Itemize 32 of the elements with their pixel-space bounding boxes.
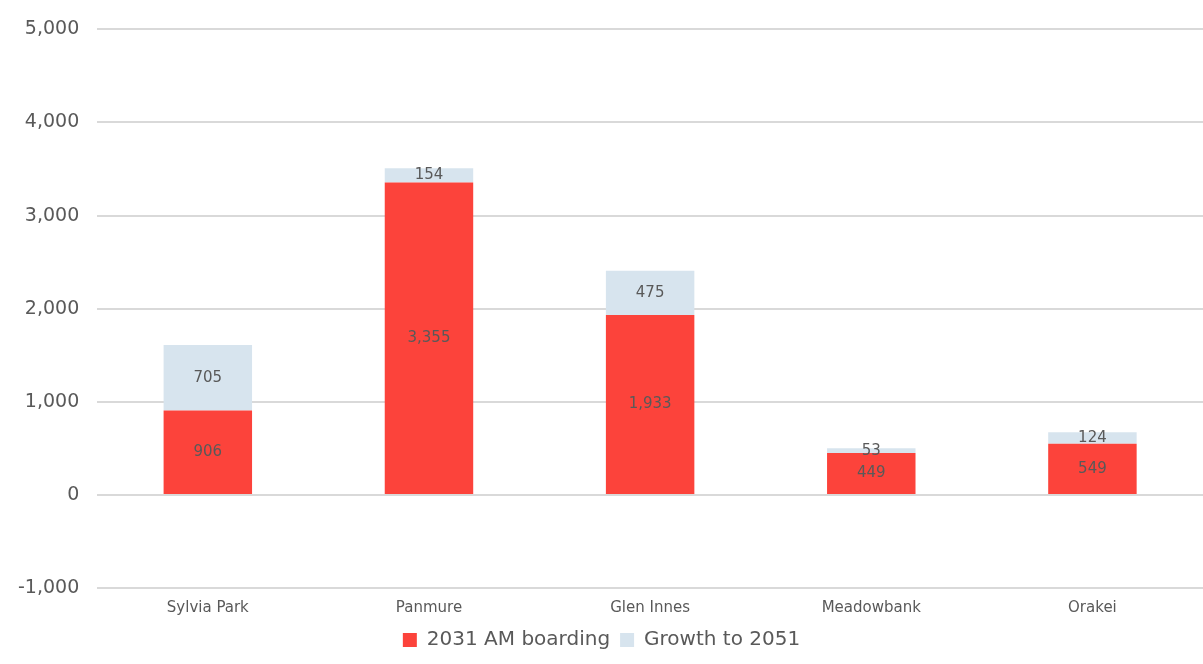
data-label: 449 [856,463,886,482]
y-tick-label: -1,000 [18,574,80,597]
x-tick-label: Glen Innes [610,597,691,616]
y-tick-label: 3,000 [24,202,80,225]
bar [384,182,474,494]
x-tick-label: Orakei [1068,597,1117,616]
bar [605,270,695,315]
bar [1048,432,1137,444]
bar [384,168,474,183]
bar [163,344,253,411]
data-label: 154 [414,165,444,184]
data-label: 3,355 [407,328,451,347]
data-label: 906 [193,442,223,461]
legend-label: Growth to 2051 [644,626,801,651]
data-label: 124 [1078,427,1107,446]
y-tick-label: 1,000 [24,388,80,411]
data-label: 1,933 [628,394,672,413]
legend-label: 2031 AM boarding [426,626,611,651]
y-tick-label: 0 [67,481,80,504]
data-label: 475 [635,282,665,301]
bar [1048,443,1137,494]
x-tick-label: Meadowbank [821,597,922,616]
bar [827,453,916,494]
y-tick-label: 5,000 [24,16,80,39]
data-label: 549 [1078,458,1107,477]
x-tick-label: Panmure [395,597,463,616]
y-tick-label: 4,000 [24,109,80,132]
data-label: 705 [193,367,223,386]
x-tick-label: Sylvia Park [166,597,250,616]
y-tick-label: 2,000 [24,295,80,318]
bar [605,314,695,494]
bar [163,410,253,494]
